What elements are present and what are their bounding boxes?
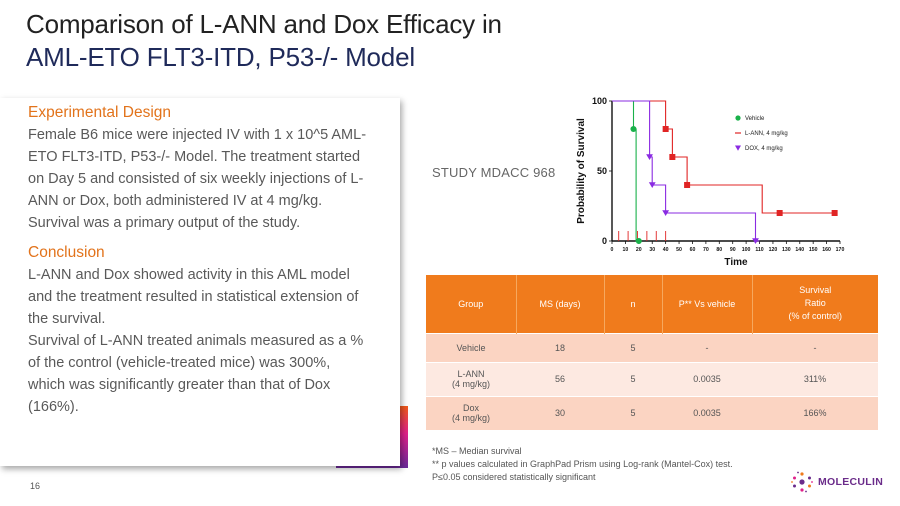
- table-row: L-ANN (4 mg/kg) 56 5 0.0035 311%: [426, 361, 878, 396]
- y-tick-label: 50: [597, 166, 607, 176]
- footnotes: *MS – Median survival ** p values calcul…: [432, 445, 733, 484]
- x-tick-label: 40: [663, 247, 669, 253]
- footnote-3: P≤0.05 considered statistically signific…: [432, 472, 596, 482]
- y-tick-label: 0: [602, 236, 607, 246]
- x-tick-label: 80: [716, 247, 722, 253]
- x-tick-label: 170: [836, 247, 845, 253]
- legend-marker: [735, 115, 741, 121]
- data-point: [776, 210, 783, 216]
- group-name: Dox: [462, 403, 479, 414]
- series-line-2: [612, 100, 760, 242]
- x-tick-label: 160: [822, 247, 831, 253]
- group-name: L-ANN: [457, 369, 485, 379]
- legend-label: DOX, 4 mg/kg: [745, 146, 783, 152]
- page-number: 16: [30, 481, 41, 491]
- cell-ms: 18: [516, 332, 604, 362]
- conclusion-heading: Conclusion: [28, 244, 105, 261]
- x-tick-label: 120: [769, 247, 778, 253]
- x-tick-label: 10: [623, 247, 629, 253]
- cell-p: 0.0035: [662, 395, 752, 430]
- cell-ms: 30: [516, 395, 604, 430]
- legend-marker: [735, 145, 741, 151]
- legend-label: L-ANN, 4 mg/kg: [745, 131, 788, 137]
- series-line-0: [612, 100, 639, 242]
- header-n: n: [604, 275, 663, 333]
- data-point: [630, 126, 637, 132]
- data-point: [635, 238, 642, 244]
- group-dose: (4 mg/kg): [451, 379, 490, 389]
- results-table: Group MS (days) n P** Vs vehicle Surviva…: [426, 275, 878, 430]
- data-point: [662, 210, 670, 216]
- table-header-row: Group MS (days) n P** Vs vehicle Surviva…: [426, 275, 878, 333]
- x-tick-label: 140: [795, 247, 804, 253]
- x-tick-label: 20: [636, 247, 642, 253]
- data-point: [831, 210, 838, 216]
- cell-n: 5: [604, 361, 662, 396]
- conclusion-body-2: Survival of L-ANN treated animals measur…: [28, 333, 364, 415]
- title-line-1: Comparison of L-ANN and Dox Efficacy in: [26, 9, 502, 39]
- cell-p: 0.0035: [662, 361, 752, 396]
- x-tick-label: 30: [649, 247, 655, 253]
- data-point: [646, 154, 653, 160]
- footnote-1: *MS – Median survival: [432, 446, 522, 456]
- x-tick-label: 70: [703, 247, 709, 253]
- table-row: Vehicle 18 5 - -: [426, 332, 878, 362]
- cell-ratio: 311%: [752, 361, 878, 396]
- title-line-2: AML-ETO FLT3-ITD, P53-/- Model: [26, 42, 415, 72]
- data-point: [684, 182, 691, 188]
- series-line-1: [612, 100, 835, 214]
- table-row: Dox (4 mg/kg) 30 5 0.0035 166%: [426, 395, 878, 430]
- header-ms: MS (days): [516, 275, 605, 333]
- cell-ms: 56: [516, 361, 604, 396]
- study-label: STUDY MDACC 968: [432, 165, 556, 180]
- molecule-logo-icon: [791, 471, 813, 493]
- survival-chart: 0 10 20 30 40 50 60 70 80 90 100 110 120 130 140 150 160…: [576, 96, 845, 268]
- x-tick-label: 0: [611, 247, 614, 253]
- legend-label: Vehicle: [745, 116, 765, 122]
- design-heading: Experimental Design: [28, 104, 172, 121]
- x-tick-label: 110: [755, 247, 763, 253]
- x-tick-label: 50: [676, 247, 682, 253]
- data-point: [752, 238, 759, 244]
- design-body: Female B6 mice were injected IV with 1 x…: [28, 127, 367, 231]
- x-tick-label: 130: [782, 247, 791, 253]
- header-p: P** Vs vehicle: [662, 275, 753, 333]
- slide-title: Comparison of L-ANN and Dox Efficacy in …: [26, 8, 666, 74]
- group-dose: (4 mg/kg): [451, 413, 490, 424]
- logo-text: MOLECULIN: [818, 476, 884, 488]
- x-tick-label: 90: [730, 247, 736, 253]
- conclusion-body-1: L-ANN and Dox showed activity in this AM…: [28, 267, 359, 327]
- cell-group: Dox (4 mg/kg): [426, 395, 516, 430]
- header-group: Group: [426, 275, 517, 333]
- text-panel: Experimental Design Female B6 mice were …: [0, 98, 400, 466]
- cell-ratio: 166%: [752, 395, 878, 430]
- header-ratio: Survival Ratio (% of control): [752, 275, 878, 333]
- cell-n: 5: [604, 395, 662, 430]
- company-logo: MOLECULIN: [790, 470, 883, 494]
- cell-ratio: -: [752, 332, 878, 362]
- data-point: [648, 182, 656, 188]
- x-tick-label: 150: [809, 247, 818, 253]
- cell-group: Vehicle: [426, 332, 516, 362]
- x-tick-label: 100: [742, 247, 751, 253]
- y-axis-label: Probability of Survival: [576, 118, 587, 224]
- cell-group: L-ANN (4 mg/kg): [426, 361, 516, 396]
- footnote-2: ** p values calculated in GraphPad Prism…: [432, 459, 733, 469]
- data-point: [669, 154, 676, 160]
- x-axis-label: Time: [724, 257, 748, 268]
- y-tick-label: 100: [592, 96, 607, 106]
- data-point: [662, 126, 669, 132]
- cell-n: 5: [604, 332, 662, 362]
- cell-p: -: [662, 332, 752, 362]
- x-tick-label: 60: [690, 247, 696, 253]
